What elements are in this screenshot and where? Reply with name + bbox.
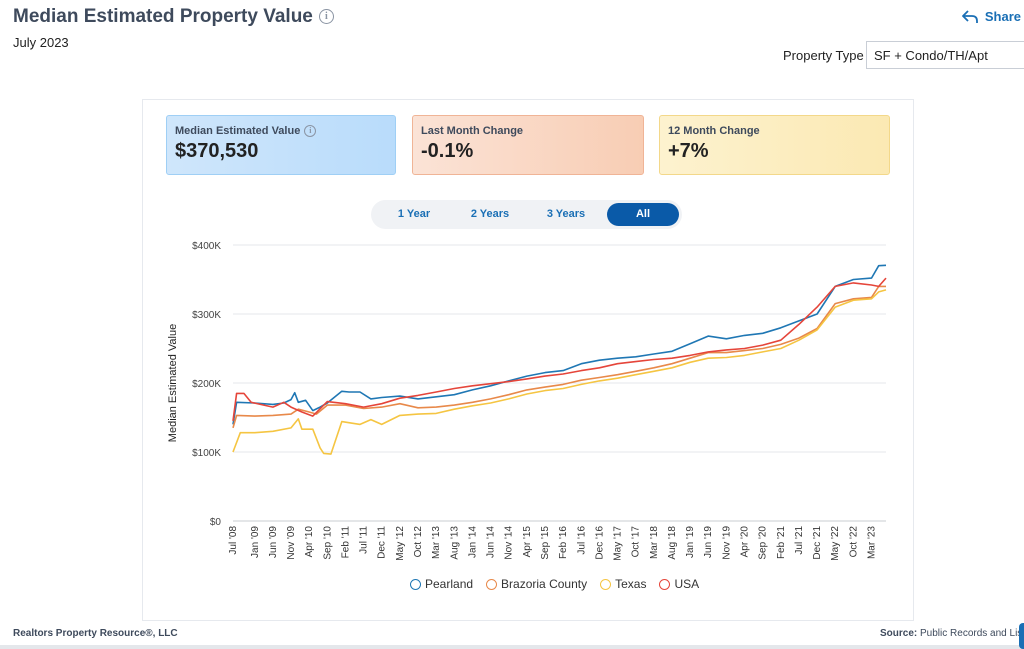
footer-source-value: Public Records and Lis: [920, 628, 1023, 639]
legend-item-brazoria-county[interactable]: Brazoria County: [486, 577, 587, 591]
x-tick-label: May '22: [830, 526, 841, 561]
x-tick-label: Apr '15: [522, 526, 533, 558]
x-tick-label: Mar '18: [649, 526, 660, 559]
x-tick-label: Jun '09: [268, 526, 279, 558]
legend-item-pearland[interactable]: Pearland: [410, 577, 473, 591]
y-tick-label: $0: [210, 517, 222, 528]
x-tick-label: Sep '15: [540, 526, 551, 560]
property-type-label: Property Type: [783, 48, 864, 63]
x-tick-label: Jan '14: [467, 526, 478, 558]
range-3-years-button[interactable]: 3 Years: [546, 208, 586, 220]
y-tick-label: $100K: [192, 448, 221, 459]
legend-marker-usa: [659, 578, 671, 590]
median-value-info-icon[interactable]: i: [304, 125, 317, 138]
x-tick-label: Nov '19: [721, 526, 732, 560]
legend-marker-pearland: [410, 578, 421, 590]
x-tick-label: Sep '20: [758, 526, 769, 560]
series-line-texas: [232, 289, 887, 455]
x-tick-label: Jan '19: [685, 526, 696, 558]
y-tick-label: $300K: [192, 310, 221, 321]
x-tick-label: Jul '16: [576, 526, 587, 555]
median-value-card-label: Median Estimated Value i: [175, 125, 387, 138]
x-tick-label: Mar '13: [431, 526, 442, 559]
x-tick-label: Jul '08: [228, 526, 239, 555]
legend-marker-brazoria-county: [486, 578, 498, 590]
share-button[interactable]: Share: [961, 9, 1021, 24]
twelve-month-change-card: 12 Month Change +7%: [659, 115, 890, 175]
legend-item-usa[interactable]: USA: [659, 577, 699, 591]
legend-item-texas[interactable]: Texas: [600, 577, 646, 591]
legend-marker-texas: [600, 578, 612, 590]
page-title: Median Estimated Property Value i: [13, 6, 334, 28]
x-tick-label: Feb '21: [776, 526, 787, 559]
x-tick-label: Oct '17: [631, 526, 642, 558]
last-month-change-card: Last Month Change -0.1%: [412, 115, 644, 175]
x-tick-label: Oct '12: [413, 526, 424, 558]
range-all-button[interactable]: All: [607, 203, 679, 226]
x-tick-label: Apr '20: [740, 526, 751, 558]
median-value-card-value: $370,530: [175, 140, 259, 163]
median-value-card: Median Estimated Value i $370,530: [166, 115, 396, 175]
x-tick-label: Sep '10: [322, 526, 333, 560]
bottom-scrollbar[interactable]: [0, 645, 1024, 649]
x-tick-label: Dec '16: [594, 526, 605, 560]
chart-panel: [142, 99, 914, 621]
range-selector: 1 Year 2 Years 3 Years All: [371, 200, 682, 229]
x-tick-label: Jan '09: [250, 526, 261, 558]
x-tick-label: Jul '21: [794, 526, 805, 555]
page-subtitle: July 2023: [13, 35, 69, 50]
info-icon[interactable]: i: [318, 9, 334, 25]
scroll-handle[interactable]: [1019, 623, 1024, 649]
twelve-month-change-value: +7%: [668, 140, 709, 162]
x-tick-label: Apr '10: [304, 526, 315, 558]
x-tick-label: Jul '11: [359, 526, 370, 554]
x-tick-label: Feb '16: [558, 526, 569, 559]
y-tick-label: $200K: [192, 379, 221, 390]
twelve-month-change-label: 12 Month Change: [668, 125, 760, 137]
page-title-text: Median Estimated Property Value: [13, 6, 313, 27]
share-icon: [961, 9, 978, 23]
footer-source-label: Source:: [880, 628, 918, 639]
x-tick-label: Nov '14: [504, 526, 515, 560]
x-tick-label: May '17: [613, 526, 624, 561]
legend-label-pearland: Pearland: [425, 577, 474, 591]
x-tick-label: May '12: [395, 526, 406, 561]
x-tick-label: Oct '22: [848, 526, 859, 558]
x-tick-label: Mar '23: [866, 526, 877, 559]
chart-legend: Pearland Brazoria County Texas USA: [410, 577, 699, 591]
y-axis-label: Median Estimated Value: [167, 324, 179, 442]
last-month-change-value: -0.1%: [421, 140, 474, 162]
y-tick-label: $400K: [192, 241, 221, 252]
x-tick-label: Aug '13: [449, 526, 460, 560]
x-tick-label: Dec '21: [812, 526, 823, 560]
series-line-brazoria-county: [232, 285, 886, 429]
x-tick-label: Feb '11: [340, 526, 351, 559]
legend-label-brazoria-county: Brazoria County: [501, 577, 588, 591]
x-tick-label: Dec '11: [377, 526, 388, 559]
share-label: Share: [984, 9, 1021, 24]
series-line-usa: [232, 277, 887, 422]
last-month-change-label: Last Month Change: [421, 125, 524, 137]
legend-label-usa: USA: [674, 577, 700, 591]
range-1-year-button[interactable]: 1 Year: [397, 208, 431, 220]
x-tick-label: Jun '19: [703, 526, 714, 558]
footer-copyright: Realtors Property Resource®, LLC: [13, 628, 178, 639]
footer-source: Source: Public Records and Lis: [880, 628, 1022, 639]
x-tick-label: Aug '18: [667, 526, 678, 560]
x-tick-label: Nov '09: [286, 526, 297, 560]
x-tick-label: Jun '14: [486, 526, 497, 558]
property-type-select[interactable]: SF + Condo/TH/Apt: [866, 41, 1024, 69]
range-2-years-button[interactable]: 2 Years: [470, 208, 510, 220]
legend-label-texas: Texas: [615, 577, 647, 591]
